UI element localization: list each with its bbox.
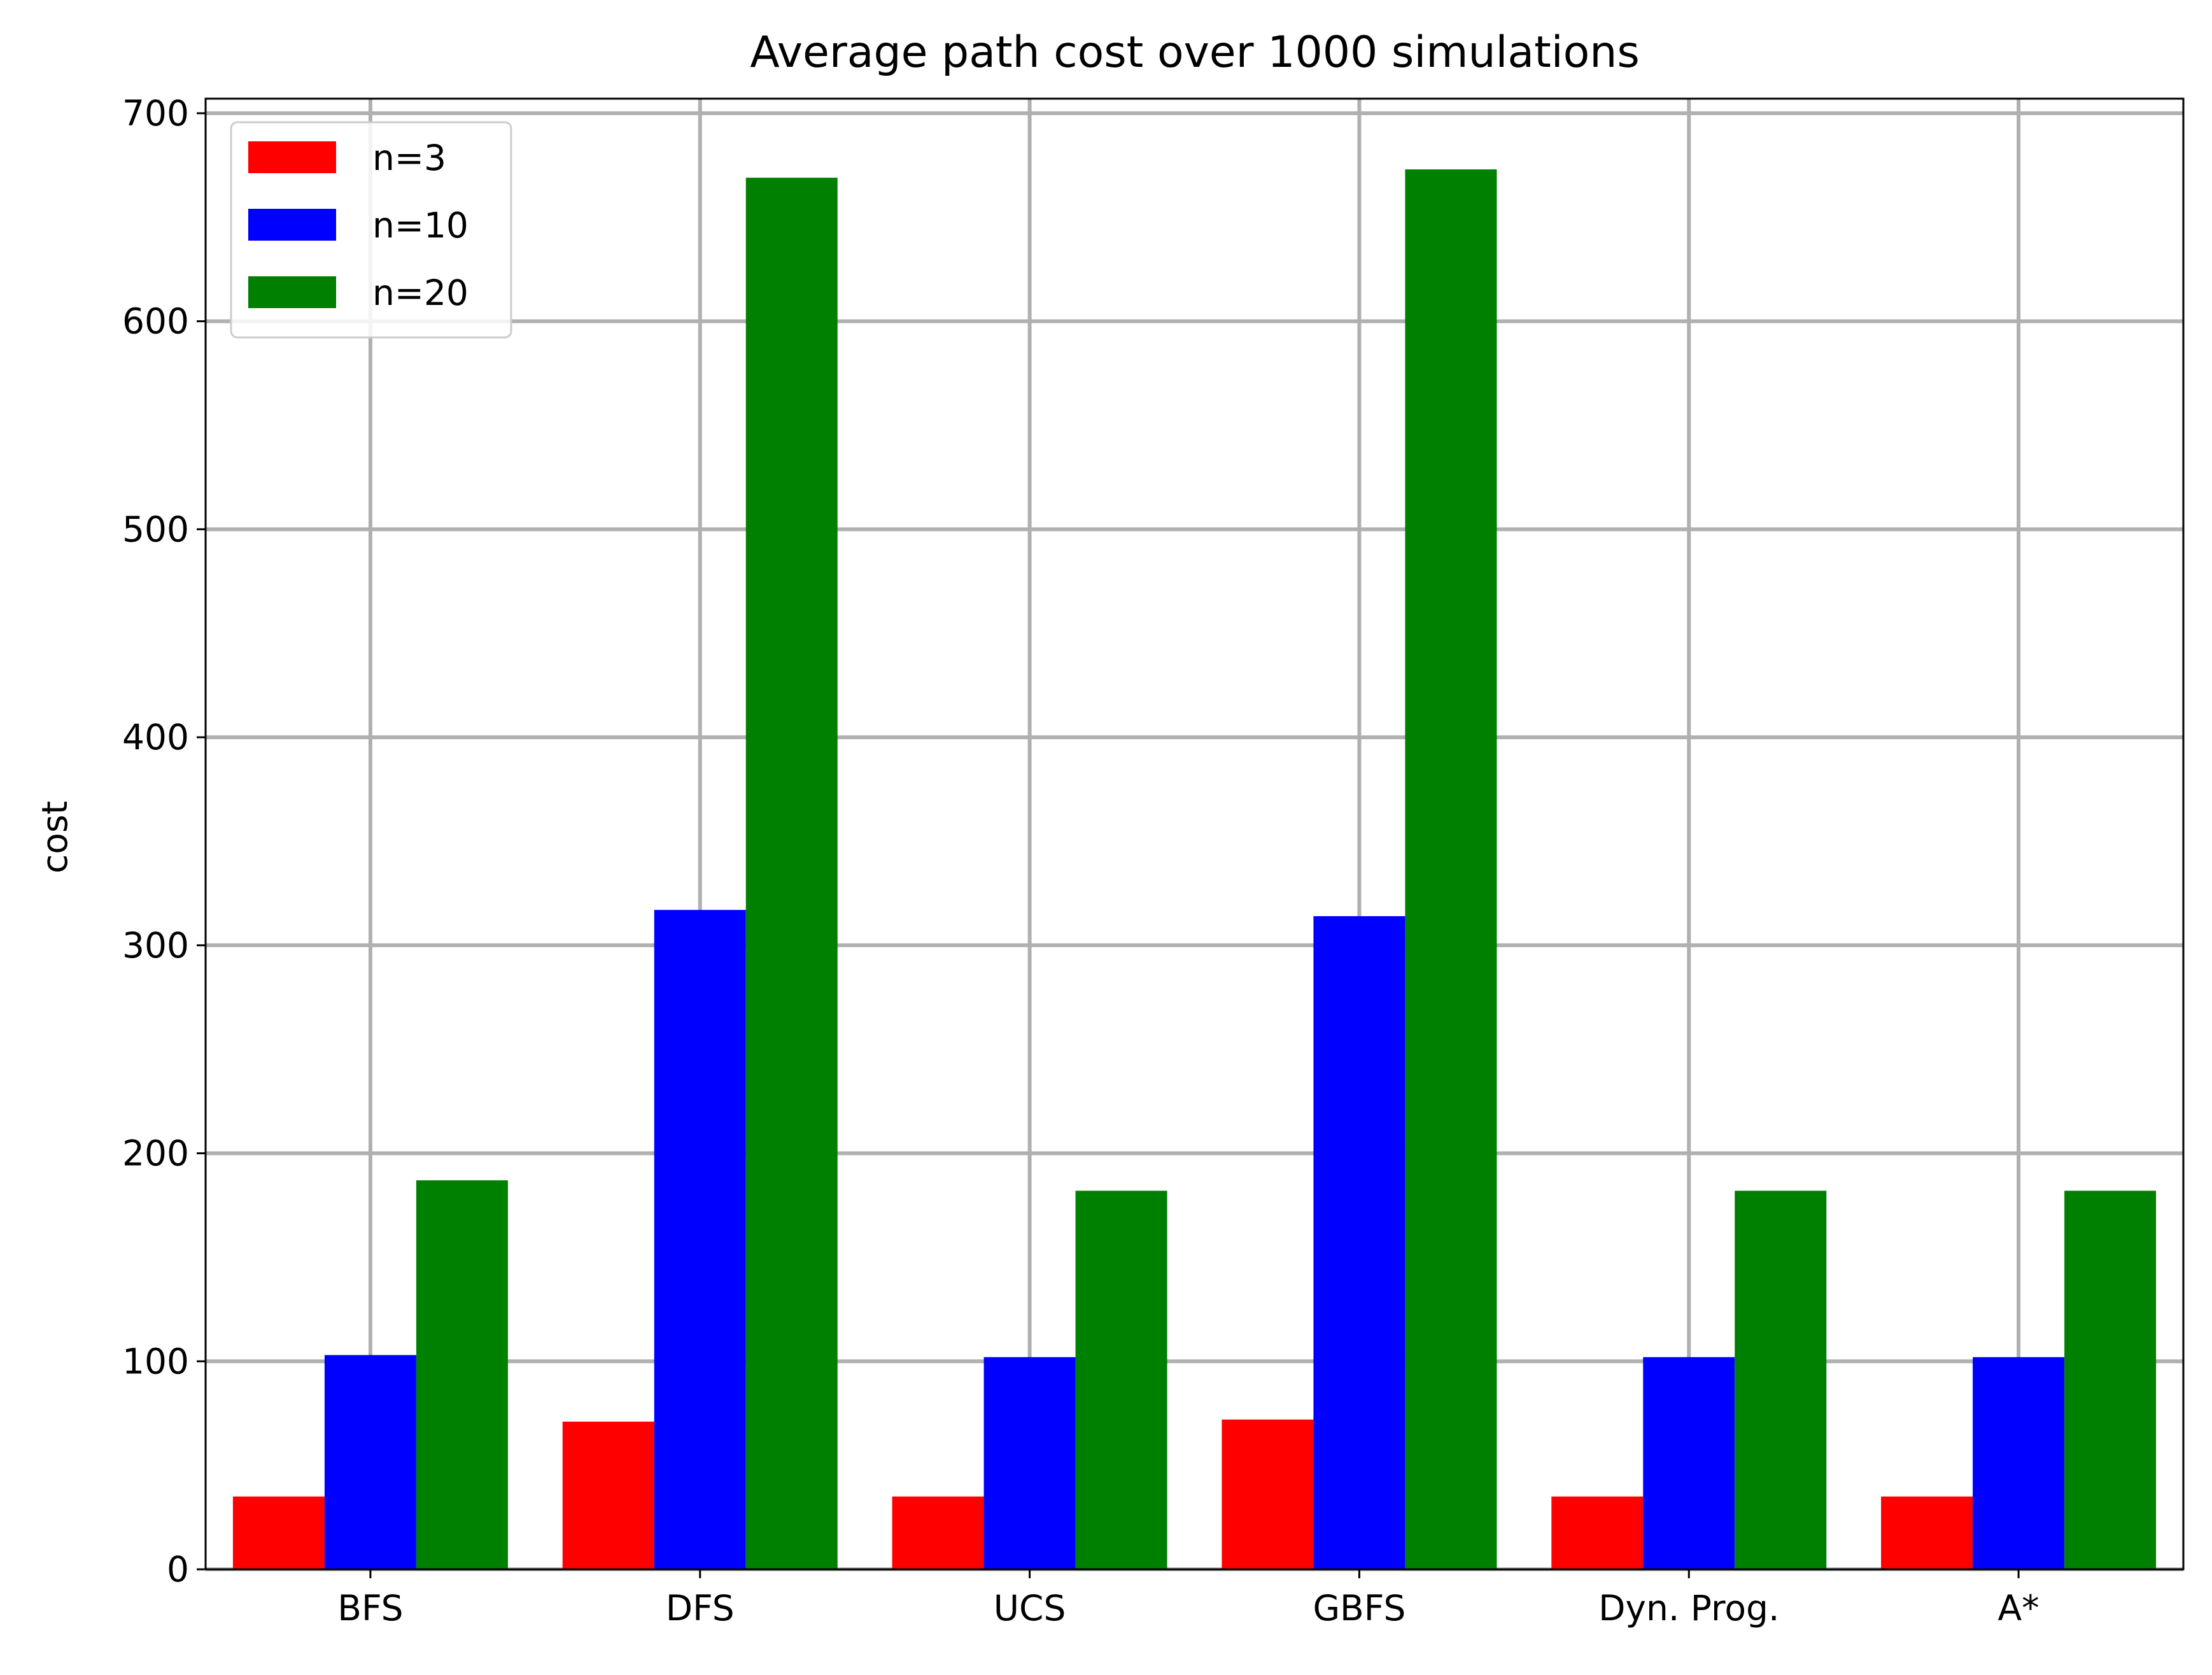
bar-n=20-BFS [416, 1180, 508, 1569]
y-tick-label-5: 500 [122, 509, 189, 549]
legend-label-n=3: n=3 [372, 138, 446, 178]
bar-n=3-A* [1881, 1496, 1973, 1569]
y-tick-label-2: 200 [122, 1133, 189, 1174]
bar-n=3-DFS [562, 1422, 654, 1569]
x-tick-label-3: GBFS [1313, 1588, 1405, 1629]
legend-swatch-n=3 [248, 141, 336, 173]
x-tick-label-5: A* [1998, 1588, 2039, 1629]
y-tick-label-4: 400 [122, 717, 189, 758]
bar-n=10-DFS [654, 910, 746, 1569]
bar-n=10-UCS [983, 1357, 1076, 1569]
chart-title: Average path cost over 1000 simulations [750, 27, 1640, 78]
y-tick-label-0: 0 [167, 1549, 189, 1590]
bar-n=3-UCS [892, 1496, 984, 1569]
bar-n=3-GBFS [1222, 1419, 1314, 1569]
bar-n=20-UCS [1075, 1191, 1167, 1569]
legend-swatch-n=20 [248, 276, 336, 308]
bar-n=20-GBFS [1405, 169, 1497, 1569]
x-tick-label-0: BFS [337, 1588, 403, 1629]
y-tick-label-1: 100 [122, 1341, 189, 1382]
legend-swatch-n=10 [248, 209, 336, 241]
legend-label-n=10: n=10 [372, 205, 468, 246]
bar-n=10-BFS [324, 1355, 416, 1569]
bar-n=3-BFS [232, 1496, 325, 1569]
bar-n=10-A* [1973, 1357, 2065, 1569]
x-tick-label-1: DFS [666, 1588, 735, 1629]
bar-n=10-GBFS [1313, 916, 1405, 1569]
bar-n=20-A* [2064, 1191, 2157, 1569]
y-tick-label-3: 300 [122, 925, 189, 966]
y-tick-label-6: 600 [122, 301, 189, 342]
axes: 0 100 200 300 400 500 600 700 BFS DFS UCS GBFS Dyn. … [122, 93, 2185, 1629]
plot-frame [204, 97, 2185, 1571]
x-tick-label-2: UCS [994, 1588, 1066, 1629]
y-axis-label: cost [34, 801, 75, 873]
bar-n=20-DFS [745, 178, 838, 1569]
bar-n=10-Dyn. Prog. [1643, 1357, 1735, 1569]
bar-n=20-Dyn. Prog. [1735, 1191, 1827, 1569]
bars [232, 169, 2157, 1569]
x-tick-label-4: Dyn. Prog. [1598, 1588, 1779, 1629]
legend-label-n=20: n=20 [372, 272, 468, 313]
y-tick-label-7: 700 [122, 93, 189, 134]
bar-n=3-Dyn. Prog. [1551, 1496, 1644, 1569]
legend: n=3 n=10 n=20 [230, 121, 512, 339]
